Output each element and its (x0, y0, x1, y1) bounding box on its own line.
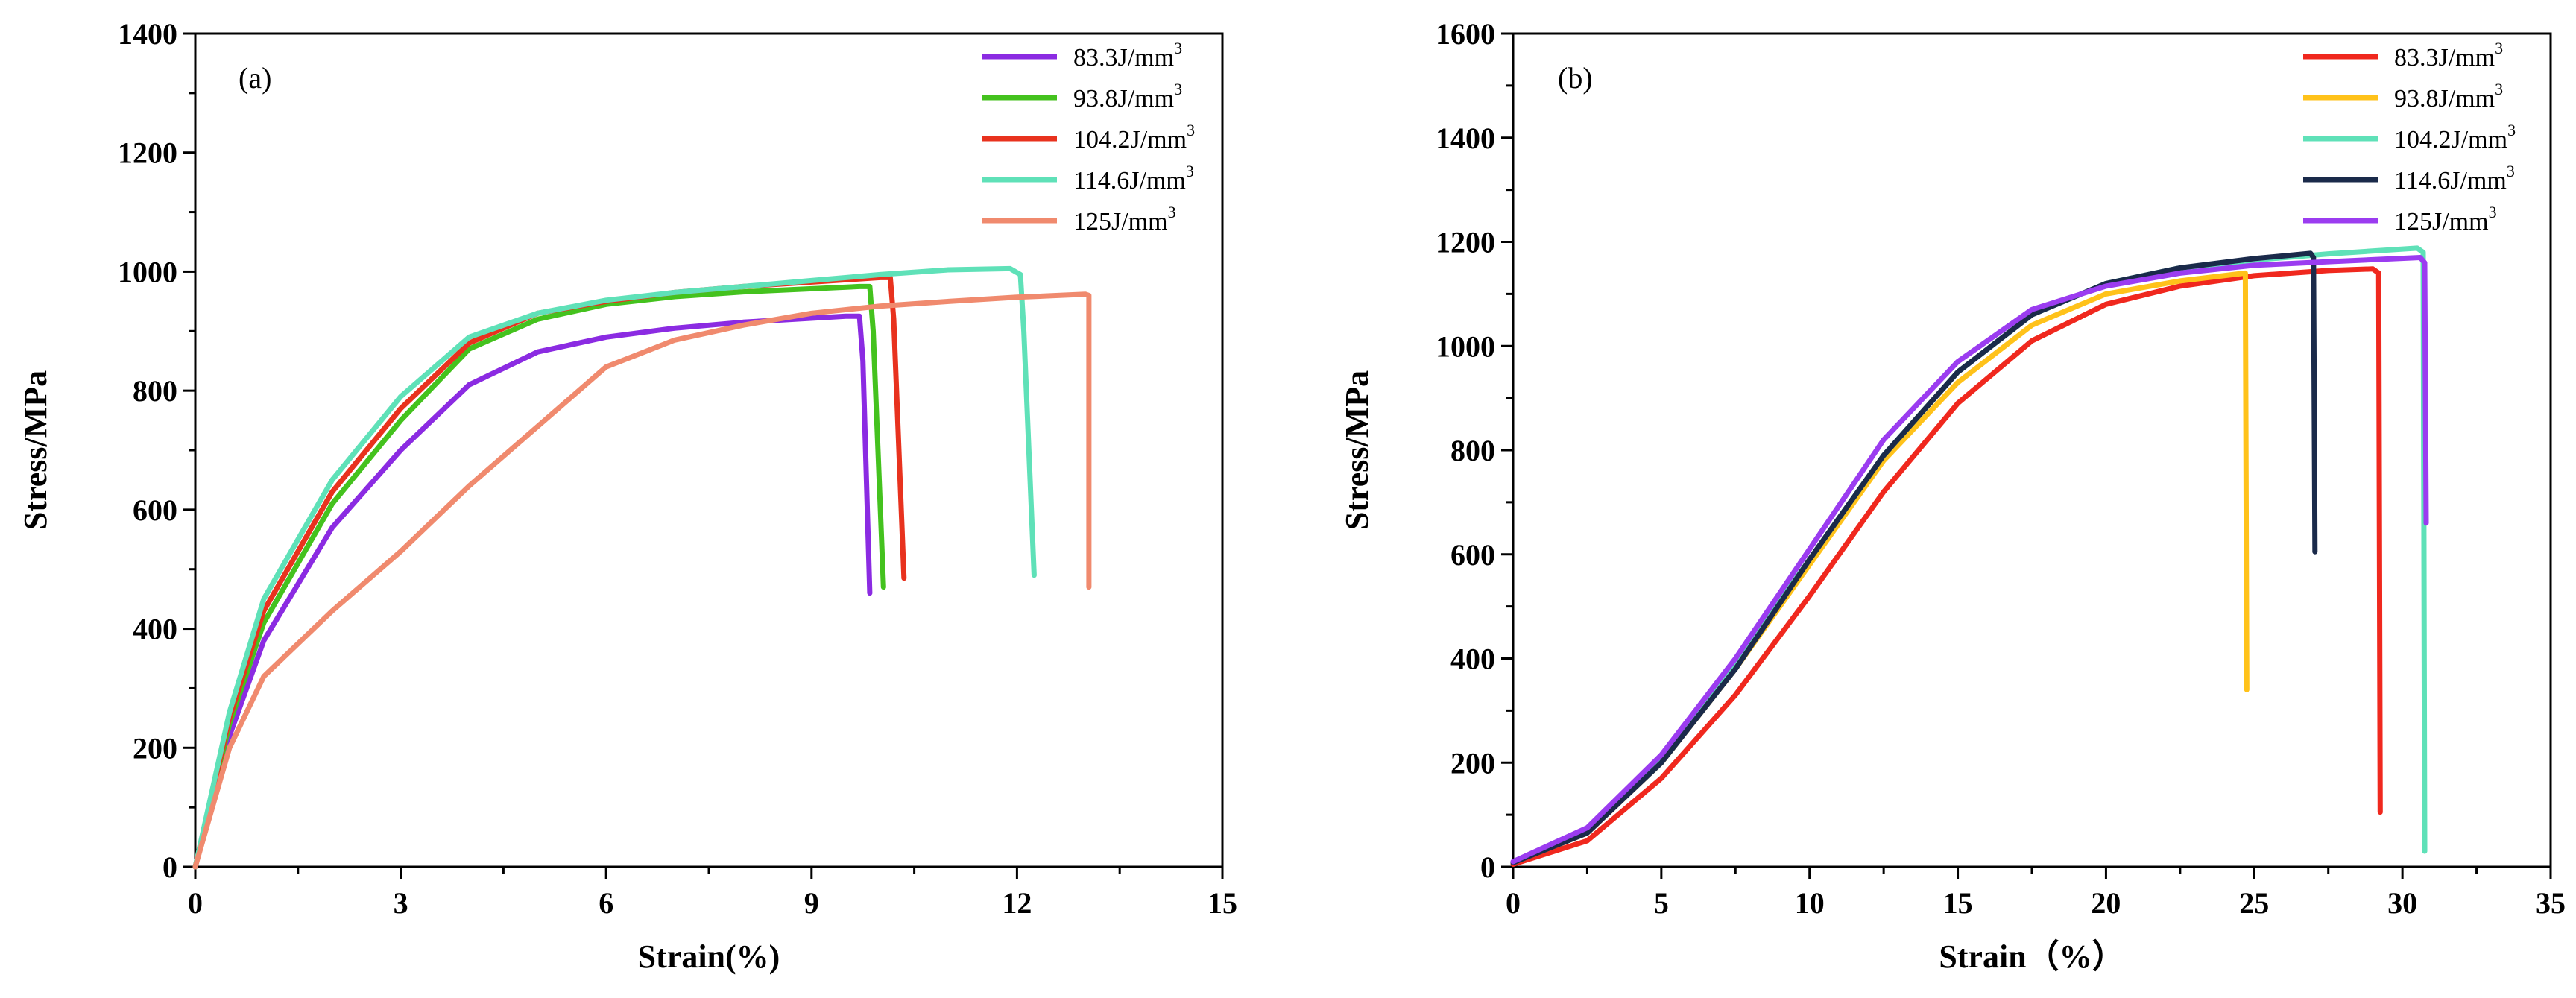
x-tick-label: 30 (2387, 886, 2417, 920)
x-tick-label: 25 (2239, 886, 2269, 920)
legend-label: 83.3J/mm (2394, 44, 2495, 72)
legend-superscript: 3 (2507, 162, 2515, 180)
x-tick-label: 15 (1943, 886, 1973, 920)
panel-label: (b) (1558, 61, 1593, 95)
legend-entry: 114.6J/mm3 (1073, 162, 1194, 195)
series-line-4 (1510, 255, 2429, 865)
y-tick-label: 1600 (1436, 17, 1495, 51)
chart-panel-b: 0 5 10 15 20 25 30 35 0 200 400 600 800 1000 1200 1400 1… (1339, 17, 2566, 975)
legend-superscript: 3 (1186, 162, 1194, 180)
x-axis-title: Strain（%） (1939, 938, 2124, 975)
x-tick-label: 3 (394, 886, 408, 920)
y-tick-label: 600 (133, 493, 177, 527)
legend-entry: 93.8J/mm3 (2394, 80, 2503, 113)
series-line-3 (1510, 250, 2318, 865)
y-tick-label: 800 (133, 374, 177, 408)
x-tick-label: 20 (2091, 886, 2121, 920)
legend-superscript: 3 (2507, 121, 2516, 139)
y-tick-label: 1200 (118, 136, 177, 170)
y-tick-label: 400 (133, 613, 177, 646)
legend-label: 114.6J/mm (2394, 167, 2507, 195)
y-tick-label: 1000 (1436, 329, 1495, 363)
x-tick-label: 6 (599, 886, 613, 920)
legend-superscript: 3 (2489, 203, 2497, 221)
legend-superscript: 3 (2495, 80, 2503, 98)
y-axis-title: Stress/MPa (1339, 370, 1375, 530)
series-line-1 (1510, 270, 2250, 865)
legend-entry: 93.8J/mm3 (1073, 80, 1182, 113)
legend-superscript: 3 (1174, 80, 1182, 98)
x-tick-label: 9 (804, 886, 819, 920)
legend-label: 114.6J/mm (1073, 167, 1186, 195)
x-tick-label: 15 (1208, 886, 1237, 920)
legend-label: 93.8J/mm (1073, 85, 1174, 113)
legend-label: 125J/mm (2394, 208, 2489, 236)
y-tick-label: 1400 (118, 17, 177, 51)
x-tick-label: 0 (1506, 886, 1521, 920)
legend-superscript: 3 (1168, 203, 1176, 221)
y-tick-label: 1400 (1436, 121, 1495, 155)
y-tick-label: 800 (1450, 434, 1495, 467)
legend-superscript: 3 (1174, 39, 1182, 57)
x-tick-label: 35 (2536, 886, 2566, 920)
legend-entry: 104.2J/mm3 (2394, 121, 2516, 154)
y-tick-label: 200 (1450, 746, 1495, 780)
legend-entry: 125J/mm3 (2394, 203, 2497, 236)
legend-label: 125J/mm (1073, 208, 1168, 236)
y-tick-label: 1000 (118, 255, 177, 288)
y-tick-label: 0 (1480, 850, 1495, 884)
legend-entry: 125J/mm3 (1073, 203, 1176, 236)
legend-superscript: 3 (2495, 39, 2503, 57)
series-line-2 (192, 274, 907, 870)
legend-label: 83.3J/mm (1073, 44, 1174, 72)
x-tick-label: 0 (188, 886, 203, 920)
y-tick-label: 600 (1450, 538, 1495, 572)
legend-label: 104.2J/mm (1073, 126, 1187, 154)
legend-entry: 114.6J/mm3 (2394, 162, 2515, 195)
y-axis-title: Stress/MPa (17, 370, 54, 530)
plot-frame (194, 32, 1224, 868)
y-tick-label: 400 (1450, 642, 1495, 676)
series-line-0 (192, 313, 873, 870)
legend-label: 93.8J/mm (2394, 85, 2495, 113)
legend-entry: 104.2J/mm3 (1073, 121, 1195, 154)
chart-panel-a: 0 3 6 9 12 15 0 200 400 600 800 1000 1200 1400 Strain(… (17, 17, 1237, 975)
x-axis-title: Strain(%) (638, 938, 780, 975)
series-line-1 (192, 283, 886, 870)
legend-superscript: 3 (1187, 121, 1195, 139)
y-tick-label: 1200 (1436, 226, 1495, 259)
x-tick-label: 12 (1002, 886, 1032, 920)
series-line-4 (192, 291, 1092, 870)
legend-entry: 83.3J/mm3 (2394, 39, 2503, 72)
y-tick-label: 0 (162, 850, 177, 884)
panel-label: (a) (239, 61, 271, 95)
legend-label: 104.2J/mm (2394, 126, 2507, 154)
x-tick-label: 5 (1654, 886, 1669, 920)
legend-entry: 83.3J/mm3 (1073, 39, 1182, 72)
x-tick-label: 10 (1795, 886, 1825, 920)
y-tick-label: 200 (133, 731, 177, 765)
series-line-3 (192, 265, 1037, 870)
series-line-0 (1510, 266, 2383, 867)
